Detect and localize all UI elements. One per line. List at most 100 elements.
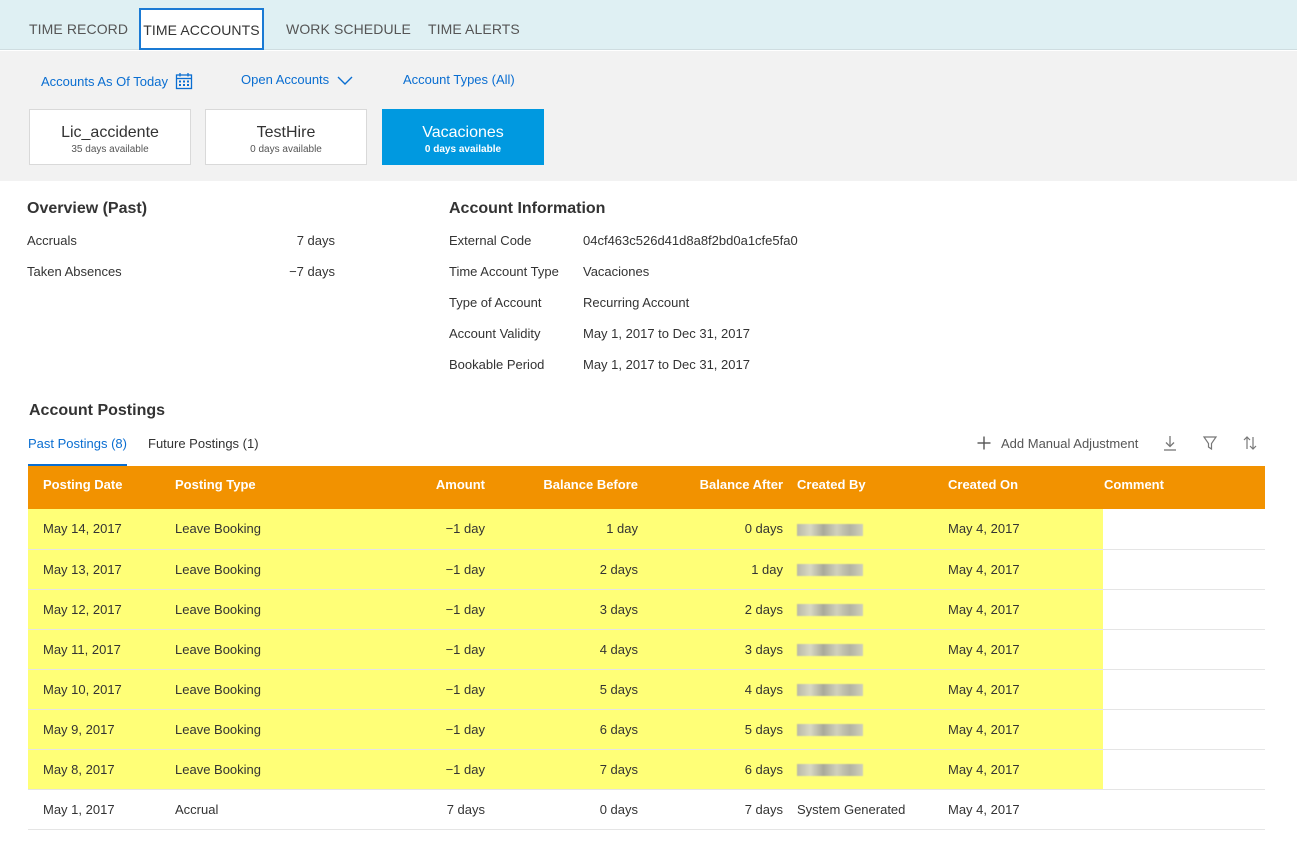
tab-work-schedule[interactable]: WORK SCHEDULE	[286, 21, 411, 37]
redacted-name	[797, 564, 863, 577]
table-row[interactable]: May 1, 2017 Accrual 7 days 0 days 7 days Syst…	[28, 789, 1265, 830]
accounts-as-of-filter[interactable]: Accounts As Of Today	[41, 72, 193, 90]
column-header[interactable]: Balance After	[638, 466, 793, 509]
posting-date-cell: May 12, 2017	[28, 589, 175, 630]
balance-before-cell: 5 days	[485, 669, 638, 710]
comment-cell	[1103, 789, 1265, 830]
balance-before-cell: 4 days	[485, 629, 638, 670]
column-header[interactable]: Created By	[793, 466, 948, 509]
add-manual-adjustment-button[interactable]: Add Manual Adjustment	[1001, 435, 1139, 451]
account-info-label: Type of Account	[449, 295, 542, 310]
created-on-cell: May 4, 2017	[948, 669, 1103, 710]
account-info-row: Type of Account Recurring Account	[449, 295, 689, 310]
overview-value: 7 days	[296, 233, 335, 248]
balance-after-cell: 6 days	[638, 749, 793, 790]
column-header[interactable]: Amount	[325, 466, 485, 509]
account-card-name: Lic_accidente	[61, 124, 159, 141]
accounts-as-of-label: Accounts As Of Today	[41, 73, 168, 89]
account-card-testhire[interactable]: TestHire 0 days available	[205, 109, 367, 165]
balance-before-cell: 6 days	[485, 709, 638, 750]
posting-type-cell: Leave Booking	[175, 509, 325, 550]
comment-cell	[1103, 749, 1265, 790]
account-types-filter[interactable]: Account Types (All)	[403, 72, 515, 87]
overview-row-accruals: Accruals 7 days	[27, 233, 335, 248]
created-by-cell: System Generated	[793, 789, 948, 830]
account-card-name: TestHire	[256, 124, 316, 141]
account-card-available: 35 days available	[71, 144, 149, 155]
plus-icon[interactable]	[976, 435, 992, 451]
account-card-vacaciones-selected[interactable]: Vacaciones 0 days available	[382, 109, 544, 165]
account-info-label: External Code	[449, 233, 532, 248]
tab-time-alerts[interactable]: TIME ALERTS	[428, 21, 520, 37]
filter-icon[interactable]	[1202, 434, 1218, 452]
posting-date-cell: May 14, 2017	[28, 509, 175, 550]
created-on-cell: May 4, 2017	[948, 549, 1103, 590]
column-header[interactable]: Balance Before	[485, 466, 638, 509]
posting-type-cell: Accrual	[175, 789, 325, 830]
top-tab-bar: TIME RECORD TIME ACCOUNTS WORK SCHEDULE …	[0, 0, 1297, 50]
created-by-cell	[793, 669, 948, 710]
posting-type-cell: Leave Booking	[175, 669, 325, 710]
tab-time-record[interactable]: TIME RECORD	[29, 21, 129, 37]
account-card-lic-accidente[interactable]: Lic_accidente 35 days available	[29, 109, 191, 165]
overview-label: Taken Absences	[27, 264, 122, 279]
posting-type-cell: Leave Booking	[175, 549, 325, 590]
redacted-name	[797, 604, 863, 617]
column-header[interactable]: Posting Type	[175, 466, 325, 509]
account-info-value: May 1, 2017 to Dec 31, 2017	[583, 357, 750, 372]
balance-after-cell: 7 days	[638, 789, 793, 830]
account-info-label: Time Account Type	[449, 264, 559, 279]
amount-cell: −1 day	[325, 549, 485, 590]
created-on-cell: May 4, 2017	[948, 789, 1103, 830]
table-row[interactable]: May 13, 2017 Leave Booking −1 day 2 days 1 d…	[28, 549, 1265, 590]
table-row[interactable]: May 10, 2017 Leave Booking −1 day 5 days 4 d…	[28, 669, 1265, 710]
account-info-row: Account Validity May 1, 2017 to Dec 31, …	[449, 326, 750, 341]
overview-row-taken-absences: Taken Absences −7 days	[27, 264, 335, 279]
open-accounts-label: Open Accounts	[241, 72, 330, 87]
created-by-cell	[793, 629, 948, 670]
tab-time-accounts[interactable]: TIME ACCOUNTS	[139, 8, 264, 50]
download-icon[interactable]	[1162, 434, 1178, 452]
balance-after-cell: 4 days	[638, 669, 793, 710]
balance-after-cell: 5 days	[638, 709, 793, 750]
amount-cell: −1 day	[325, 749, 485, 790]
balance-before-cell: 1 day	[485, 509, 638, 550]
created-on-cell: May 4, 2017	[948, 749, 1103, 790]
tab-future-postings[interactable]: Future Postings (1)	[148, 436, 259, 451]
column-header[interactable]: Posting Date	[28, 466, 175, 509]
table-row[interactable]: May 14, 2017 Leave Booking −1 day 1 day 0 da…	[28, 509, 1265, 550]
posting-type-cell: Leave Booking	[175, 709, 325, 750]
account-info-value: Recurring Account	[583, 295, 690, 310]
calendar-icon[interactable]	[175, 72, 193, 90]
account-filter-area: Accounts As Of Today Open Accounts Accou…	[0, 51, 1297, 181]
created-by-cell	[793, 549, 948, 590]
created-by-cell	[793, 749, 948, 790]
table-row[interactable]: May 11, 2017 Leave Booking −1 day 4 days 3 d…	[28, 629, 1265, 670]
posting-type-cell: Leave Booking	[175, 589, 325, 630]
amount-cell: 7 days	[325, 789, 485, 830]
redacted-name	[797, 764, 863, 777]
redacted-name	[797, 724, 863, 737]
table-row[interactable]: May 9, 2017 Leave Booking −1 day 6 days 5 da…	[28, 709, 1265, 750]
amount-cell: −1 day	[325, 629, 485, 670]
account-info-value: 04cf463c526d41d8a8f2bd0a1cfe5fa0	[583, 233, 798, 248]
created-by-cell	[793, 589, 948, 630]
account-info-row: External Code 04cf463c526d41d8a8f2bd0a1c…	[449, 233, 798, 248]
tab-past-postings[interactable]: Past Postings (8)	[28, 436, 127, 466]
account-info-label: Account Validity	[449, 326, 541, 341]
table-row[interactable]: May 8, 2017 Leave Booking −1 day 7 days 6 da…	[28, 749, 1265, 790]
balance-after-cell: 0 days	[638, 509, 793, 550]
column-header[interactable]: Created On	[948, 466, 1103, 509]
overview-title: Overview (Past)	[27, 200, 148, 217]
posting-date-cell: May 9, 2017	[28, 709, 175, 750]
table-header-row: Posting Date Posting Type Amount Balance…	[28, 466, 1265, 509]
sort-icon[interactable]	[1242, 434, 1258, 452]
table-row[interactable]: May 12, 2017 Leave Booking −1 day 3 days 2 d…	[28, 589, 1265, 630]
account-info-row: Time Account Type Vacaciones	[449, 264, 649, 279]
column-header[interactable]: Comment	[1103, 466, 1265, 509]
account-card-name: Vacaciones	[422, 124, 504, 141]
amount-cell: −1 day	[325, 509, 485, 550]
redacted-name	[797, 644, 863, 657]
account-postings-title: Account Postings	[29, 402, 166, 419]
open-accounts-dropdown[interactable]: Open Accounts	[241, 72, 353, 87]
